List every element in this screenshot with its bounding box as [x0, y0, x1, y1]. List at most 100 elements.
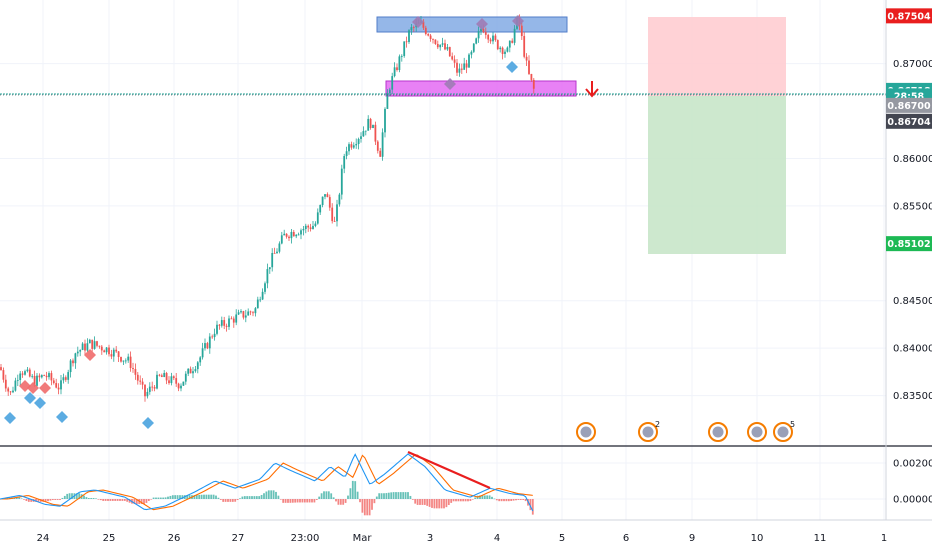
- pattern-diamond[interactable]: [444, 78, 456, 90]
- time-tick-label: 9: [689, 533, 695, 544]
- histogram-bar: [337, 499, 340, 505]
- candle-body: [504, 51, 506, 54]
- candle-body: [129, 356, 132, 369]
- histogram-bar: [97, 499, 100, 500]
- candle-body: [139, 380, 142, 382]
- divergence-line[interactable]: [407, 450, 491, 490]
- histogram-bar: [510, 499, 513, 501]
- histogram-bar: [363, 499, 366, 516]
- histogram-bar: [279, 499, 282, 500]
- histogram-bar: [371, 499, 373, 510]
- histogram-bar: [277, 495, 280, 499]
- candle-body: [50, 373, 53, 381]
- time-tick-label: 23:00: [291, 533, 320, 544]
- histogram-bar: [483, 495, 486, 499]
- histogram-bar: [387, 492, 390, 499]
- candle-body: [316, 212, 319, 224]
- candle-body: [446, 47, 449, 50]
- candle-body: [333, 221, 336, 222]
- candle-body: [482, 28, 485, 33]
- candle-body: [43, 375, 46, 376]
- histogram-bar: [272, 490, 275, 499]
- pattern-diamond[interactable]: [39, 382, 51, 394]
- reward-zone[interactable]: [648, 96, 786, 254]
- candle-body: [182, 381, 185, 386]
- candle-body: [276, 251, 278, 254]
- down-arrow-icon: [585, 81, 599, 98]
- pattern-diamond[interactable]: [84, 349, 96, 361]
- candle-body: [463, 63, 466, 70]
- support-zone[interactable]: [385, 80, 577, 97]
- ask-price-tag-label: 0.86704: [887, 117, 931, 128]
- histogram-bar: [85, 497, 88, 499]
- risk-zone[interactable]: [648, 17, 786, 96]
- candle-body: [36, 375, 38, 386]
- histogram-bar: [299, 499, 301, 503]
- pattern-diamond[interactable]: [512, 15, 524, 27]
- candle-body: [247, 311, 250, 316]
- pattern-diamond[interactable]: [34, 397, 46, 409]
- histogram-bar: [87, 498, 90, 499]
- flag-icon: [751, 426, 763, 438]
- candle-body: [530, 73, 533, 80]
- candle-body: [295, 234, 298, 237]
- histogram-bar: [332, 497, 335, 499]
- histogram-bar: [179, 495, 181, 499]
- histogram-bar: [102, 499, 105, 501]
- candle-body: [242, 311, 245, 318]
- histogram-bar: [378, 493, 381, 499]
- time-tick-label: 1: [881, 533, 887, 544]
- candle-body: [144, 384, 146, 397]
- histogram-bar: [452, 499, 455, 502]
- candle-body: [372, 124, 374, 129]
- histogram-bar: [296, 499, 299, 503]
- histogram-bar: [479, 495, 481, 499]
- resistance-zone[interactable]: [376, 16, 568, 33]
- histogram-bar: [143, 499, 145, 505]
- histogram-bar: [23, 499, 25, 500]
- histogram-bar: [15, 497, 18, 499]
- histogram-bar: [438, 499, 441, 509]
- candle-body: [259, 299, 262, 301]
- candle-body: [475, 38, 478, 44]
- histogram-bar: [517, 499, 520, 500]
- candle-body: [408, 30, 410, 42]
- pattern-diamond[interactable]: [142, 417, 154, 429]
- candle-body: [192, 371, 194, 374]
- pattern-diamond[interactable]: [4, 412, 16, 424]
- ask-price-tag: [886, 113, 932, 129]
- time-axis[interactable]: 24 25 26 27 23:00 Mar 3 4 5 6 9 10 11 1: [37, 533, 888, 544]
- candle-body: [460, 68, 463, 70]
- histogram-bar: [495, 499, 498, 501]
- pattern-diamond[interactable]: [56, 411, 68, 423]
- histogram-bar: [399, 492, 402, 499]
- candle-body: [369, 118, 372, 129]
- histogram-bar: [445, 499, 448, 508]
- histogram-bar: [155, 497, 157, 499]
- histogram-bar: [25, 499, 28, 502]
- histogram-bar: [419, 499, 421, 505]
- candle-body: [132, 368, 134, 370]
- histogram-bar: [306, 499, 309, 503]
- pattern-diamond[interactable]: [412, 16, 424, 28]
- histogram-bar: [457, 499, 460, 502]
- histogram-bar: [481, 495, 484, 499]
- candle-body: [158, 374, 161, 376]
- candle-body: [326, 194, 329, 198]
- histogram-bar: [181, 495, 184, 499]
- histogram-bar: [229, 499, 232, 502]
- pattern-diamond[interactable]: [506, 61, 518, 73]
- histogram-bar: [246, 496, 249, 499]
- histogram-bar: [239, 498, 241, 499]
- pattern-diamond[interactable]: [24, 392, 36, 404]
- pattern-diamond[interactable]: [27, 382, 39, 394]
- candle-body: [523, 36, 526, 57]
- price-axis[interactable]: 0.87000 0.86000 0.85500 0.84500 0.84000 0.835…: [893, 59, 932, 402]
- histogram-bar: [447, 499, 450, 506]
- candle-body: [74, 353, 77, 364]
- histogram-bar: [435, 499, 438, 509]
- histogram-bar: [157, 497, 160, 499]
- pattern-diamond[interactable]: [476, 18, 488, 30]
- candle-body: [307, 225, 310, 228]
